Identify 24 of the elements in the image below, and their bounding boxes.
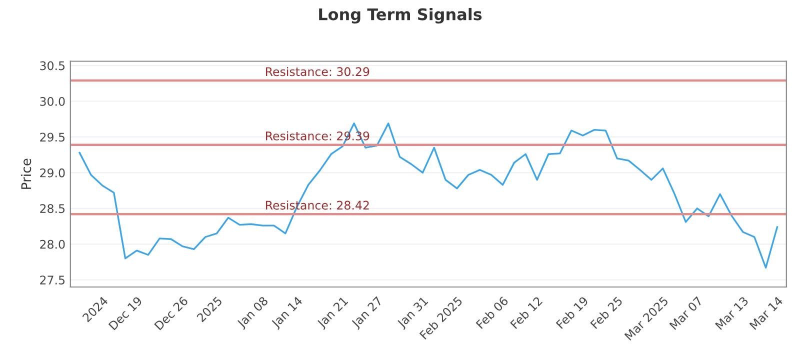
x-tick-label: Jan 27 <box>350 296 384 330</box>
x-tick-label: Dec 26 <box>154 296 188 330</box>
y-tick-label: 30.0 <box>40 96 65 106</box>
y-axis-title: Price <box>20 158 32 189</box>
x-tick-label: Mar 07 <box>669 296 703 330</box>
x-tick-label: Feb 25 <box>590 296 623 330</box>
chart-title: Long Term Signals <box>319 8 482 24</box>
y-tick-label: 28.5 <box>40 204 65 214</box>
y-tick-label: 29.0 <box>40 168 65 178</box>
ref-line-label: Resistance: 30.29 <box>266 66 370 76</box>
x-tick-label: Feb 06 <box>476 296 509 330</box>
y-tick-label: 29.5 <box>40 132 65 142</box>
x-tick-label: Feb 12 <box>510 296 543 330</box>
x-tick-label: Jan 14 <box>270 296 304 330</box>
y-tick-label: 27.5 <box>40 276 65 285</box>
y-tick-label: 30.5 <box>40 61 65 70</box>
y-tick-label: 28.0 <box>40 240 65 249</box>
x-tick-label: Mar 13 <box>714 296 749 330</box>
x-tick-label: Dec 19 <box>108 296 143 330</box>
x-tick-label: Jan 08 <box>236 296 270 330</box>
x-tick-label: Mar 14 <box>749 296 784 330</box>
line-series <box>78 122 778 269</box>
x-tick-label: Jan 21 <box>316 296 350 330</box>
x-tick-label: Feb 19 <box>556 296 589 330</box>
